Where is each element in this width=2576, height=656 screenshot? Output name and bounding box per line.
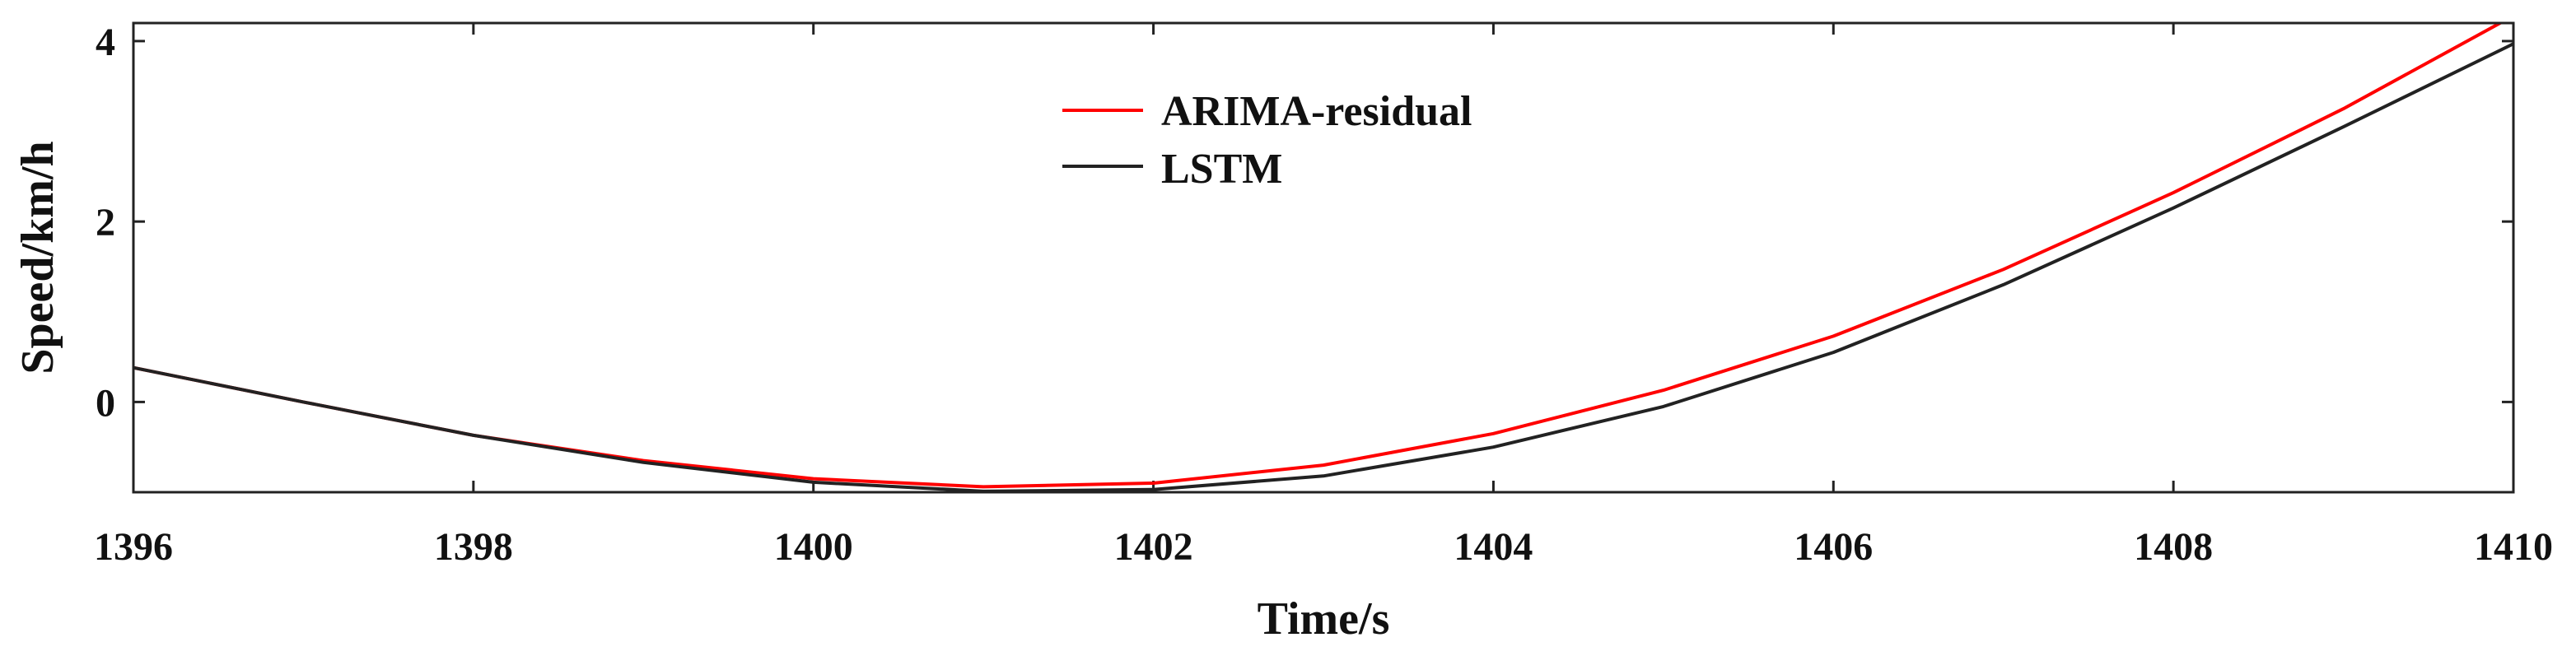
x-tick-label: 1406 bbox=[1794, 525, 1873, 569]
x-tick-label: 1402 bbox=[1114, 525, 1193, 569]
plot-area-frame bbox=[132, 21, 2515, 494]
legend: ARIMA-residual LSTM bbox=[1062, 88, 1472, 193]
legend-label-lstm: LSTM bbox=[1161, 146, 1282, 193]
y-tick-label: 2 bbox=[96, 201, 115, 244]
series-line-lstm bbox=[133, 42, 2513, 492]
y-tick-labels: 0 2 4 bbox=[96, 21, 115, 425]
y-tick-label: 4 bbox=[96, 21, 115, 64]
x-tick-label: 1404 bbox=[1454, 525, 1533, 569]
legend-label-arima-residual: ARIMA-residual bbox=[1161, 88, 1472, 135]
x-tick-label: 1408 bbox=[2134, 525, 2213, 569]
x-tick-label: 1410 bbox=[2474, 525, 2553, 569]
x-tick-label: 1398 bbox=[434, 525, 513, 569]
axis-ticks bbox=[132, 23, 2515, 492]
y-axis-title: Speed/km/h bbox=[12, 141, 63, 374]
x-tick-label: 1400 bbox=[774, 525, 853, 569]
y-tick-label: 0 bbox=[96, 381, 115, 425]
series-lines bbox=[133, 23, 2513, 492]
series-line-arima-residual bbox=[133, 23, 2504, 489]
x-axis-title: Time/s bbox=[1258, 593, 1390, 644]
x-tick-label: 1396 bbox=[94, 525, 173, 569]
x-tick-labels: 1396 1398 1400 1402 1404 1406 1408 1410 bbox=[94, 525, 2553, 569]
